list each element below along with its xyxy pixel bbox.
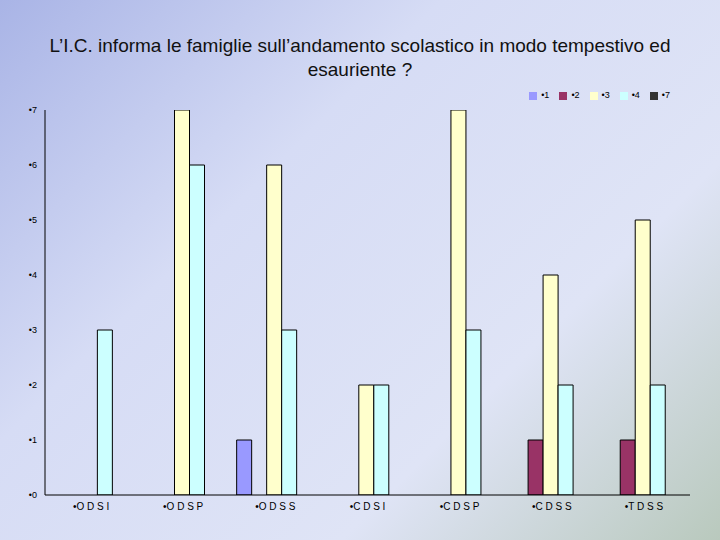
svg-text:•C D S S: •C D S S xyxy=(532,501,572,512)
svg-text:•4: •4 xyxy=(29,270,37,280)
html-text:•7: •7 xyxy=(661,90,670,100)
html-text:•4: •4 xyxy=(631,90,640,100)
html-text:•3: •3 xyxy=(601,90,610,100)
svg-text:•T D S S: •T D S S xyxy=(625,501,664,512)
svg-text:•3: •3 xyxy=(29,325,37,335)
html-text:•1: •1 xyxy=(541,90,550,100)
html-text:•2: •2 xyxy=(571,90,580,100)
svg-text:•0: •0 xyxy=(29,490,37,500)
svg-text:•2: •2 xyxy=(29,380,37,390)
svg-text:•6: •6 xyxy=(29,160,37,170)
svg-text:•5: •5 xyxy=(29,215,37,225)
svg-text:•C D S P: •C D S P xyxy=(440,501,480,512)
svg-text:•7: •7 xyxy=(29,105,37,115)
svg-text:•O D S I: •O D S I xyxy=(73,501,109,512)
svg-text:•C D S I: •C D S I xyxy=(350,501,386,512)
svg-text:•O D S P: •O D S P xyxy=(163,501,204,512)
svg-text:•1: •1 xyxy=(29,435,37,445)
svg-text:•O D S S: •O D S S xyxy=(255,501,296,512)
html-text:L’I.C. informa le famiglie sul: L’I.C. informa le famiglie sull’andament… xyxy=(49,35,671,80)
